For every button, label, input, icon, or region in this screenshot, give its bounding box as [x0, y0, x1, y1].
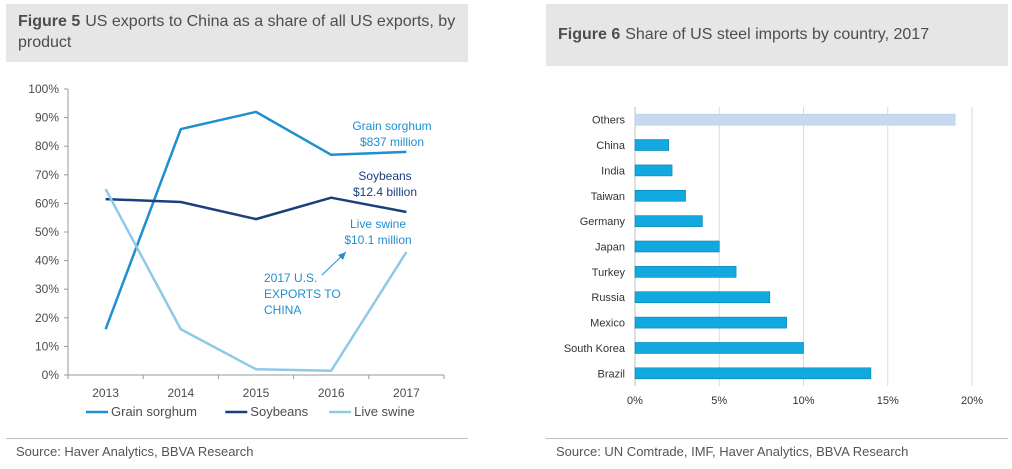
legend-label: Grain sorghum — [111, 404, 197, 419]
annotation-2017-exports-line: CHINA — [264, 303, 301, 317]
annotation-live-swine: Live swine $10.1 million — [344, 217, 411, 247]
x-tick-label: 2014 — [167, 386, 194, 400]
annotation-2017-exports: 2017 U.S. EXPORTS TO CHINA — [264, 271, 341, 317]
x-tick-label: 15% — [877, 395, 899, 407]
x-tick-label: 5% — [711, 395, 727, 407]
x-tick-label: 2015 — [243, 386, 270, 400]
y-tick-label: 10% — [35, 339, 59, 353]
x-tick-label: 20% — [961, 395, 983, 407]
figure6-title: Figure 6 Share of US steel imports by cou… — [546, 4, 1008, 66]
y-tick-label: 50% — [35, 225, 59, 239]
figure6-label: Figure 6 — [558, 25, 621, 43]
y-tick-label: 0% — [42, 368, 60, 382]
y-tick-label: 60% — [35, 196, 59, 210]
y-tick-label: 90% — [35, 111, 59, 125]
annotation-live-swine-line: Live swine — [350, 217, 406, 231]
category-label: Taiwan — [591, 191, 625, 203]
annotation-grain-sorghum: Grain sorghum $837 million — [352, 119, 431, 149]
category-label: Japan — [595, 242, 625, 254]
annotation-grain-sorghum-line: Grain sorghum — [352, 119, 431, 133]
y-tick-label: 80% — [35, 139, 59, 153]
category-label: China — [596, 140, 626, 152]
y-tick-label: 30% — [35, 282, 59, 296]
bar-brazil — [634, 367, 872, 380]
annotation-2017-exports-line: EXPORTS TO — [264, 287, 341, 301]
bar-turkey — [634, 266, 737, 278]
bar-south-korea — [634, 342, 804, 354]
bar-china — [634, 139, 670, 151]
x-tick-label: 0% — [627, 395, 643, 407]
bar-japan — [634, 240, 720, 253]
bar-mexico — [634, 316, 787, 329]
annotation-live-swine-line: $10.1 million — [344, 233, 411, 247]
figure6-source: Source: UN Comtrade, IMF, Haver Analytic… — [546, 438, 1008, 459]
category-label: Mexico — [590, 318, 625, 330]
x-tick-label: 10% — [792, 395, 814, 407]
category-label: Turkey — [592, 267, 626, 279]
y-tick-label: 20% — [35, 311, 59, 325]
annotation-2017-exports-line: 2017 U.S. — [264, 271, 317, 285]
legend-label: Live swine — [354, 404, 415, 419]
annotation-soybeans-line: $12.4 billion — [353, 185, 417, 199]
legend-label: Soybeans — [250, 404, 308, 419]
annotation-arrow-head — [338, 252, 346, 260]
category-label: Russia — [591, 292, 626, 304]
annotation-grain-sorghum-line: $837 million — [360, 135, 424, 149]
series-line-soybeans — [105, 196, 407, 221]
y-tick-label: 40% — [35, 254, 59, 268]
bar-germany — [634, 215, 703, 227]
series-line-grain-sorghum — [104, 110, 407, 330]
bar-india — [634, 164, 673, 177]
bar-taiwan — [634, 189, 686, 202]
category-label: Others — [592, 115, 626, 127]
x-tick-label: 2013 — [92, 386, 119, 400]
figure6-title-text: Share of US steel imports by country, 20… — [625, 25, 930, 43]
category-label: South Korea — [564, 343, 626, 355]
category-label: Germany — [580, 216, 626, 228]
series-line-live-swine — [104, 188, 408, 372]
annotation-soybeans-line: Soybeans — [358, 169, 411, 183]
category-label: Brazil — [597, 368, 625, 380]
bar-russia — [634, 291, 771, 304]
y-tick-label: 70% — [35, 168, 59, 182]
figure6-bar-chart: 0% 5% 10% 15% 20% Others China India Taiwan Germa… — [564, 107, 983, 407]
category-label: India — [601, 165, 626, 177]
figure5-title-text: US exports to China as a share of all US… — [18, 13, 456, 51]
figure5-label: Figure 5 — [18, 13, 81, 31]
figure5-source: Source: Haver Analytics, BBVA Research — [6, 438, 468, 459]
bar-others — [634, 113, 956, 126]
figure5-title: Figure 5 US exports to China as a share o… — [6, 4, 468, 62]
annotation-soybeans: Soybeans $12.4 billion — [353, 169, 417, 199]
x-tick-label: 2017 — [393, 386, 420, 400]
figure5-line-chart: 0% 10% 20% 30% 40% 50% 60% 70% 80% 90% 100% 2013 201… — [28, 82, 445, 419]
x-tick-label: 2016 — [318, 386, 345, 400]
y-tick-label: 100% — [28, 82, 59, 96]
